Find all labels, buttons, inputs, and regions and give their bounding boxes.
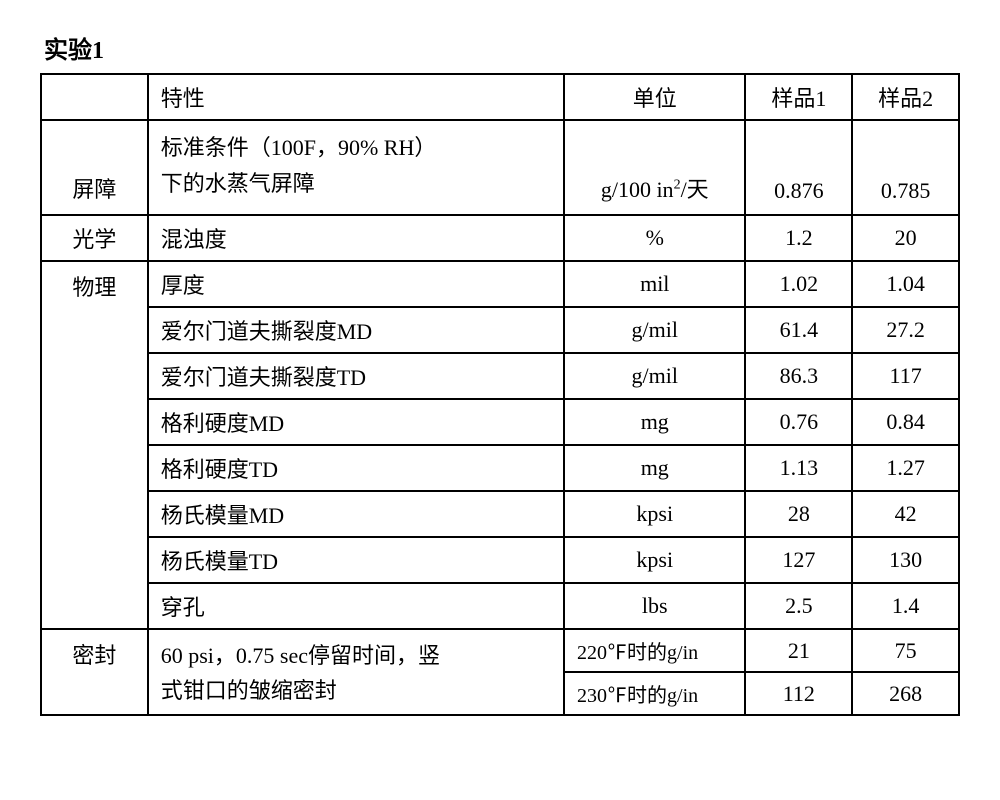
barrier-sample2: 0.785 xyxy=(852,120,959,215)
seal-property: 60 psi，0.75 sec停留时间，竖 式钳口的皱缩密封 xyxy=(148,629,564,715)
physical-sample2-3: 0.84 xyxy=(852,399,959,445)
header-unit: 单位 xyxy=(564,74,745,120)
physical-property-3: 格利硬度MD xyxy=(148,399,564,445)
seal-sample2-1: 75 xyxy=(852,629,959,672)
barrier-category: 屏障 xyxy=(41,120,148,215)
barrier-unit-sup: 2 xyxy=(674,178,681,193)
physical-unit-5: kpsi xyxy=(564,491,745,537)
physical-property-5: 杨氏模量MD xyxy=(148,491,564,537)
experiment-title: 实验1 xyxy=(40,30,960,65)
seal-property-line2: 式钳口的皱缩密封 xyxy=(161,678,337,703)
physical-property-2: 爱尔门道夫撕裂度TD xyxy=(148,353,564,399)
optical-property: 混浊度 xyxy=(148,215,564,261)
optical-sample2: 20 xyxy=(852,215,959,261)
physical-category: 物理 xyxy=(41,261,148,629)
header-sample1: 样品1 xyxy=(745,74,852,120)
optical-sample1: 1.2 xyxy=(745,215,852,261)
physical-row-0: 物理 厚度 mil 1.02 1.04 xyxy=(41,261,959,307)
seal-unit-1: 220℉时的g/in xyxy=(564,629,745,672)
physical-property-4: 格利硬度TD xyxy=(148,445,564,491)
physical-unit-0: mil xyxy=(564,261,745,307)
seal-sample2-2: 268 xyxy=(852,672,959,715)
optical-row: 光学 混浊度 % 1.2 20 xyxy=(41,215,959,261)
barrier-property-line2: 下的水蒸气屏障 xyxy=(161,171,315,196)
physical-property-1: 爱尔门道夫撕裂度MD xyxy=(148,307,564,353)
physical-sample1-3: 0.76 xyxy=(745,399,852,445)
header-sample2: 样品2 xyxy=(852,74,959,120)
physical-property-0: 厚度 xyxy=(148,261,564,307)
header-property: 特性 xyxy=(148,74,564,120)
physical-row-3: 格利硬度MD mg 0.76 0.84 xyxy=(41,399,959,445)
barrier-property-line1: 标准条件（100F，90% RH） xyxy=(161,135,437,160)
physical-sample2-1: 27.2 xyxy=(852,307,959,353)
physical-row-5: 杨氏模量MD kpsi 28 42 xyxy=(41,491,959,537)
header-row: 特性 单位 样品1 样品2 xyxy=(41,74,959,120)
physical-sample2-5: 42 xyxy=(852,491,959,537)
physical-sample1-4: 1.13 xyxy=(745,445,852,491)
physical-sample1-0: 1.02 xyxy=(745,261,852,307)
barrier-sample1: 0.876 xyxy=(745,120,852,215)
barrier-row: 屏障 标准条件（100F，90% RH） 下的水蒸气屏障 g/100 in2/天… xyxy=(41,120,959,215)
physical-sample1-6: 127 xyxy=(745,537,852,583)
physical-row-4: 格利硬度TD mg 1.13 1.27 xyxy=(41,445,959,491)
seal-property-line1: 60 psi，0.75 sec停留时间，竖 xyxy=(161,643,440,668)
physical-sample1-2: 86.3 xyxy=(745,353,852,399)
header-blank xyxy=(41,74,148,120)
physical-sample2-0: 1.04 xyxy=(852,261,959,307)
seal-row-1: 密封 60 psi，0.75 sec停留时间，竖 式钳口的皱缩密封 220℉时的… xyxy=(41,629,959,672)
seal-unit-2: 230℉时的g/in xyxy=(564,672,745,715)
physical-sample2-4: 1.27 xyxy=(852,445,959,491)
physical-unit-6: kpsi xyxy=(564,537,745,583)
seal-sample1-2: 112 xyxy=(745,672,852,715)
physical-row-1: 爱尔门道夫撕裂度MD g/mil 61.4 27.2 xyxy=(41,307,959,353)
seal-sample1-1: 21 xyxy=(745,629,852,672)
data-table: 特性 单位 样品1 样品2 屏障 标准条件（100F，90% RH） 下的水蒸气… xyxy=(40,73,960,716)
physical-property-6: 杨氏模量TD xyxy=(148,537,564,583)
barrier-property: 标准条件（100F，90% RH） 下的水蒸气屏障 xyxy=(148,120,564,215)
physical-unit-3: mg xyxy=(564,399,745,445)
physical-row-6: 杨氏模量TD kpsi 127 130 xyxy=(41,537,959,583)
barrier-unit-prefix: g/100 in xyxy=(601,177,674,202)
physical-unit-2: g/mil xyxy=(564,353,745,399)
physical-sample1-5: 28 xyxy=(745,491,852,537)
seal-category: 密封 xyxy=(41,629,148,715)
physical-unit-7: lbs xyxy=(564,583,745,629)
barrier-unit: g/100 in2/天 xyxy=(564,120,745,215)
physical-sample2-2: 117 xyxy=(852,353,959,399)
physical-sample1-1: 61.4 xyxy=(745,307,852,353)
optical-category: 光学 xyxy=(41,215,148,261)
barrier-unit-suffix: /天 xyxy=(681,177,709,202)
physical-sample1-7: 2.5 xyxy=(745,583,852,629)
optical-unit: % xyxy=(564,215,745,261)
physical-unit-4: mg xyxy=(564,445,745,491)
physical-sample2-6: 130 xyxy=(852,537,959,583)
physical-unit-1: g/mil xyxy=(564,307,745,353)
physical-row-7: 穿孔 lbs 2.5 1.4 xyxy=(41,583,959,629)
physical-property-7: 穿孔 xyxy=(148,583,564,629)
physical-sample2-7: 1.4 xyxy=(852,583,959,629)
physical-row-2: 爱尔门道夫撕裂度TD g/mil 86.3 117 xyxy=(41,353,959,399)
